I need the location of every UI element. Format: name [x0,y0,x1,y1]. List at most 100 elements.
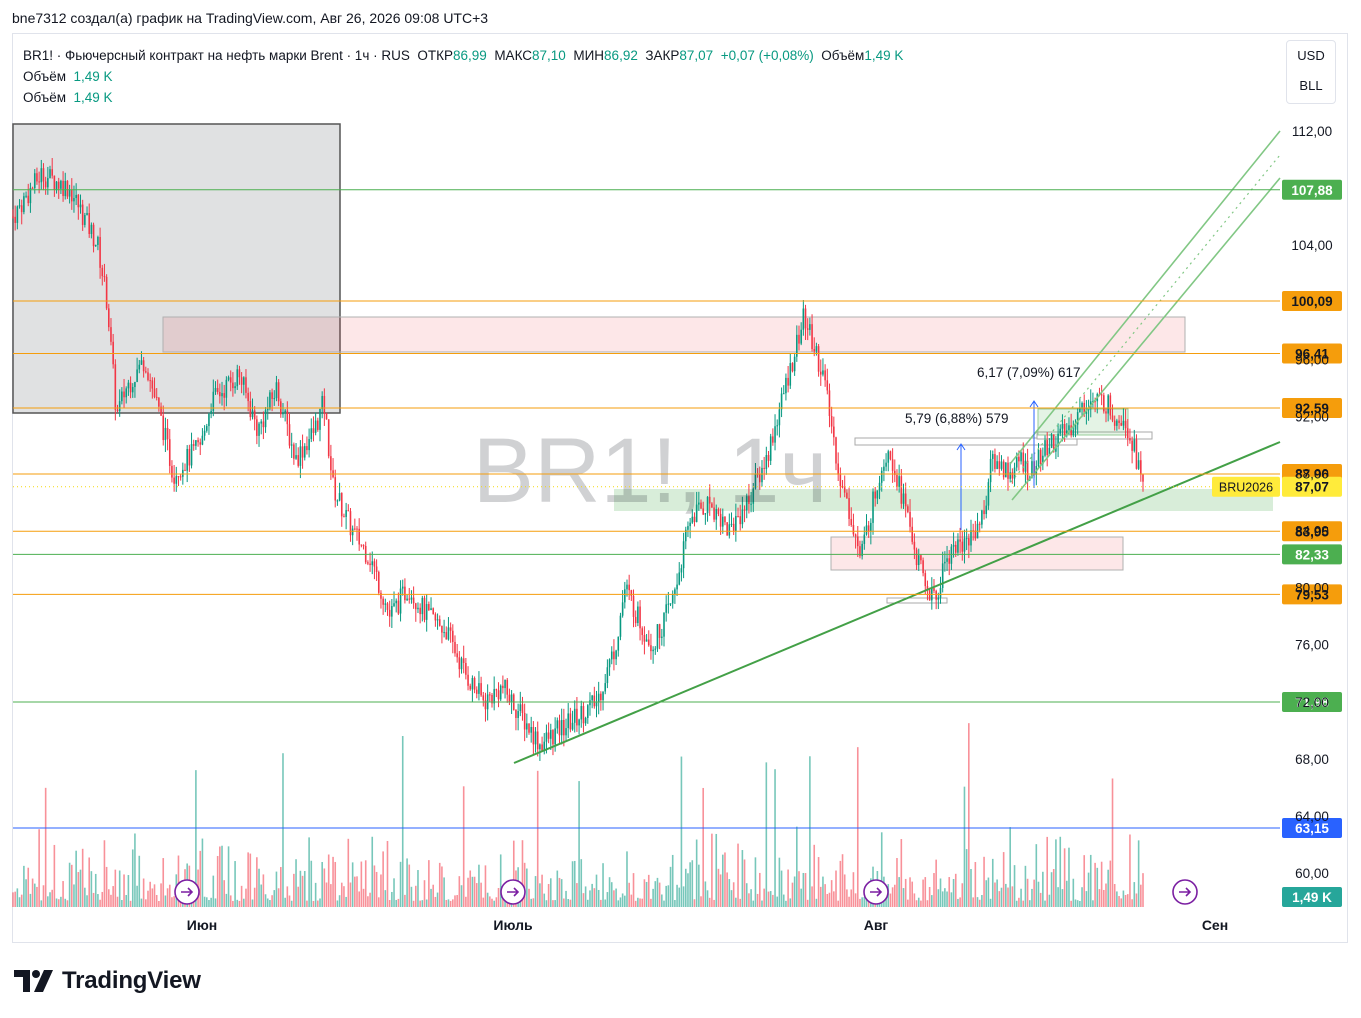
candle-body[interactable] [1052,434,1055,452]
candle-body[interactable] [1131,440,1133,451]
candle-body[interactable] [563,719,565,736]
candle-body[interactable] [436,619,439,621]
candle-body[interactable] [717,509,720,514]
candle-body[interactable] [1046,440,1049,456]
candle-body[interactable] [105,276,108,309]
candle-body[interactable] [506,679,509,695]
candle-body[interactable] [1024,460,1027,472]
candle-body[interactable] [1063,423,1066,435]
candle-body[interactable] [582,706,585,724]
candle-body[interactable] [38,181,40,183]
candle-body[interactable] [996,461,998,469]
candle-body[interactable] [639,606,641,629]
candle-body[interactable] [684,529,687,542]
candle-body[interactable] [743,509,746,511]
channel-mid-line[interactable] [1010,154,1281,483]
candle-body[interactable] [136,369,138,382]
candle-body[interactable] [51,169,53,176]
candle-body[interactable] [308,439,310,451]
candle-body[interactable] [656,624,659,649]
candle-body[interactable] [907,506,909,512]
candle-body[interactable] [565,728,567,736]
candle-body[interactable] [1000,461,1003,469]
candle-body[interactable] [419,607,421,615]
candle-body[interactable] [939,587,942,598]
candle-body[interactable] [57,181,60,189]
candle-body[interactable] [425,604,428,620]
candle-body[interactable] [351,528,354,536]
candle-body[interactable] [216,387,219,393]
candle-body[interactable] [114,364,117,410]
candle-body[interactable] [898,476,900,487]
candle-body[interactable] [580,706,583,720]
candle-body[interactable] [1081,402,1083,408]
candle-body[interactable] [763,467,765,469]
candle-body[interactable] [539,744,541,750]
candle-body[interactable] [687,526,689,530]
candle-body[interactable] [1126,428,1129,439]
candle-body[interactable] [595,701,598,707]
candle-body[interactable] [499,685,502,700]
candle-body[interactable] [545,732,548,742]
candle-body[interactable] [804,308,807,329]
candle-body[interactable] [547,732,550,739]
candle-body[interactable] [549,730,552,739]
event-marker-icon[interactable] [174,879,200,905]
candle-body[interactable] [240,377,243,385]
candle-body[interactable] [369,563,371,566]
candle-body[interactable] [1015,456,1018,468]
candle-body[interactable] [887,451,890,463]
channel-upper-line[interactable] [1009,130,1281,465]
candle-body[interactable] [1135,439,1138,469]
candle-body[interactable] [776,425,779,427]
level-price-tag[interactable] [1282,179,1342,200]
candle-body[interactable] [735,515,737,532]
candle-body[interactable] [391,606,393,617]
candle-body[interactable] [269,392,271,409]
candle-body[interactable] [893,470,896,475]
candle-body[interactable] [600,693,602,701]
candle-body[interactable] [12,216,14,218]
candle-body[interactable] [915,549,918,566]
candle-body[interactable] [134,381,136,388]
candle-body[interactable] [336,500,339,502]
candle-body[interactable] [377,571,380,593]
candle-body[interactable] [293,444,295,459]
candle-body[interactable] [532,727,535,745]
candle-body[interactable] [1026,460,1029,481]
candle-body[interactable] [878,482,881,491]
candle-body[interactable] [1068,425,1070,431]
candle-body[interactable] [730,523,733,525]
candle-body[interactable] [667,603,670,605]
candle-body[interactable] [151,380,154,389]
candle-body[interactable] [637,606,639,624]
candle-body[interactable] [42,168,45,182]
candle-body[interactable] [282,412,284,415]
candle-body[interactable] [628,584,630,591]
level-price-tag[interactable] [1282,692,1342,713]
candle-body[interactable] [1005,462,1007,478]
candle-body[interactable] [25,195,27,197]
candle-body[interactable] [1076,412,1079,425]
candle-body[interactable] [856,536,859,547]
candle-body[interactable] [242,377,245,385]
candle-body[interactable] [809,324,811,330]
candle-body[interactable] [214,387,217,392]
candle-body[interactable] [171,465,173,478]
candle-body[interactable] [404,586,406,601]
candle-body[interactable] [386,603,389,610]
candle-body[interactable] [811,324,813,350]
candle-body[interactable] [410,597,413,600]
candle-body[interactable] [338,493,341,501]
candle-body[interactable] [830,415,833,427]
candle-body[interactable] [434,614,437,621]
candle-body[interactable] [508,694,511,703]
candle-body[interactable] [201,435,204,445]
candle-body[interactable] [841,486,844,488]
candle-body[interactable] [323,395,326,414]
candle-body[interactable] [952,544,955,547]
candle-body[interactable] [578,719,580,726]
candle-body[interactable] [14,216,16,223]
candle-body[interactable] [741,509,744,525]
candle-body[interactable] [1116,420,1118,426]
